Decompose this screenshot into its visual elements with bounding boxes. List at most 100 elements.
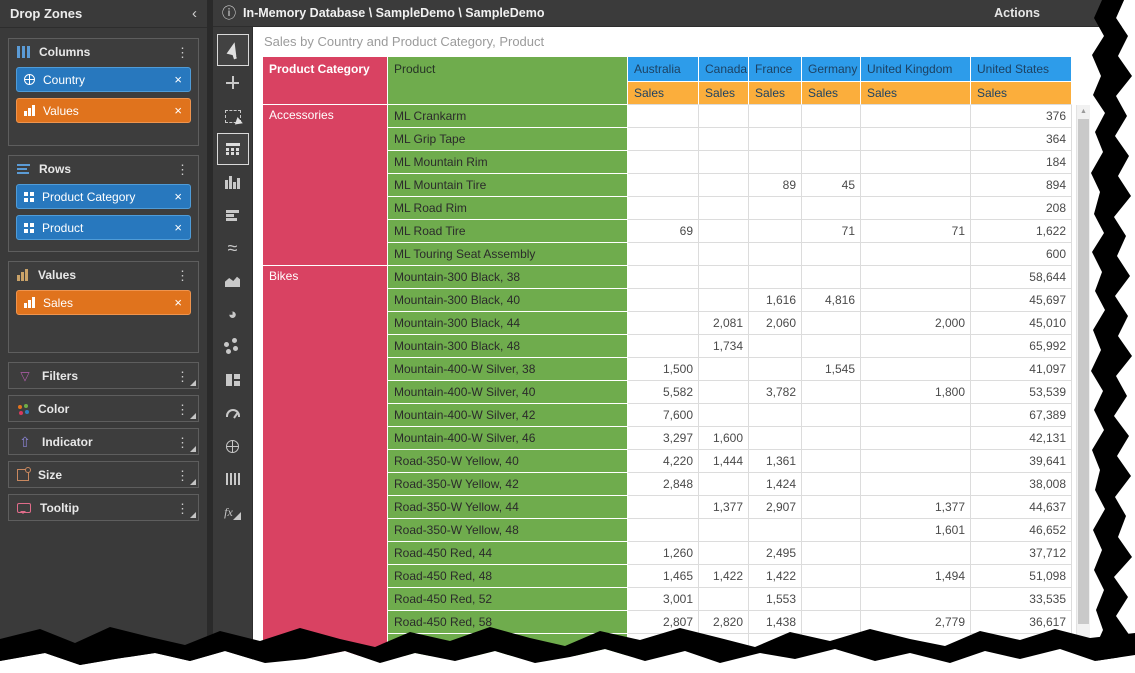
value-cell[interactable] <box>802 496 861 519</box>
value-cell[interactable]: 1,800 <box>861 381 971 404</box>
value-cell[interactable]: 39,641 <box>971 450 1072 473</box>
column-header-united-states[interactable]: United States <box>971 57 1072 82</box>
value-cell[interactable] <box>628 197 699 220</box>
value-cell[interactable]: 2,081 <box>699 312 749 335</box>
value-cell[interactable]: 2,060 <box>749 312 802 335</box>
value-cell[interactable]: 1,616 <box>749 289 802 312</box>
value-cell[interactable]: 38,008 <box>971 473 1072 496</box>
tool-gauge[interactable] <box>218 398 248 428</box>
tool-treemap[interactable] <box>218 365 248 395</box>
value-cell[interactable] <box>861 174 971 197</box>
value-cell[interactable]: 1,422 <box>749 565 802 588</box>
value-cell[interactable] <box>861 266 971 289</box>
product-cell[interactable]: Road-350-W Yellow, 48 <box>388 519 628 542</box>
value-cell[interactable] <box>699 243 749 266</box>
menu-icon[interactable]: ⋮ <box>176 368 189 384</box>
value-cell[interactable]: 1,361 <box>749 450 802 473</box>
value-cell[interactable] <box>802 427 861 450</box>
measure-header-canada[interactable]: Sales <box>699 82 749 105</box>
value-cell[interactable]: 3,297 <box>628 427 699 450</box>
product-cell[interactable]: ML Road Rim <box>388 197 628 220</box>
column-header-united-kingdom[interactable]: United Kingdom <box>861 57 971 82</box>
value-cell[interactable]: 600 <box>971 243 1072 266</box>
value-cell[interactable] <box>861 404 971 427</box>
collapse-panel-icon[interactable]: ‹ <box>192 5 197 22</box>
value-cell[interactable] <box>802 588 861 611</box>
value-cell[interactable] <box>749 519 802 542</box>
value-cell[interactable] <box>628 243 699 266</box>
value-cell[interactable] <box>699 289 749 312</box>
value-cell[interactable] <box>699 128 749 151</box>
row-header-product-category[interactable]: Product Category <box>263 57 388 105</box>
close-icon[interactable]: × <box>174 220 182 235</box>
value-cell[interactable]: 2,807 <box>628 611 699 634</box>
value-cell[interactable] <box>861 105 971 128</box>
value-cell[interactable]: 2,000 <box>861 312 971 335</box>
product-cell[interactable]: Mountain-300 Black, 40 <box>388 289 628 312</box>
category-cell-bikes[interactable]: Bikes <box>263 266 388 657</box>
category-cell-accessories[interactable]: Accessories <box>263 105 388 266</box>
value-cell[interactable] <box>861 427 971 450</box>
measure-header-united-kingdom[interactable]: Sales <box>861 82 971 105</box>
product-cell[interactable]: Road-450 Red, 48 <box>388 565 628 588</box>
value-cell[interactable] <box>628 289 699 312</box>
value-cell[interactable] <box>699 174 749 197</box>
value-cell[interactable]: 1,260 <box>628 542 699 565</box>
value-cell[interactable]: 208 <box>971 197 1072 220</box>
value-cell[interactable]: 376 <box>971 105 1072 128</box>
tool-formula[interactable] <box>218 497 248 527</box>
value-cell[interactable]: 33,535 <box>971 588 1072 611</box>
value-cell[interactable]: 1,553 <box>749 588 802 611</box>
value-cell[interactable] <box>628 519 699 542</box>
value-cell[interactable] <box>749 335 802 358</box>
value-cell[interactable]: 1,422 <box>699 565 749 588</box>
value-cell[interactable] <box>628 496 699 519</box>
value-cell[interactable]: 1,545 <box>802 358 861 381</box>
product-cell[interactable]: Mountain-400-W Silver, 42 <box>388 404 628 427</box>
value-cell[interactable] <box>861 197 971 220</box>
value-cell[interactable] <box>802 542 861 565</box>
value-cell[interactable] <box>802 312 861 335</box>
value-cell[interactable]: 1,438 <box>749 611 802 634</box>
close-icon[interactable]: × <box>174 103 182 118</box>
value-cell[interactable]: 67,389 <box>971 404 1072 427</box>
value-cell[interactable] <box>971 634 1072 657</box>
value-cell[interactable]: 3,782 <box>749 381 802 404</box>
product-cell[interactable]: Mountain-400-W Silver, 40 <box>388 381 628 404</box>
value-cell[interactable] <box>699 542 749 565</box>
value-cell[interactable]: 36,617 <box>971 611 1072 634</box>
value-cell[interactable]: 894 <box>971 174 1072 197</box>
product-cell[interactable]: Road-450 Red, 58 <box>388 611 628 634</box>
value-cell[interactable]: 7,600 <box>628 404 699 427</box>
value-cell[interactable]: 3,001 <box>628 588 699 611</box>
value-cell[interactable] <box>802 634 861 657</box>
product-cell[interactable]: Road-350-W Yellow, 40 <box>388 450 628 473</box>
value-cell[interactable] <box>802 381 861 404</box>
value-cell[interactable]: 41,097 <box>971 358 1072 381</box>
menu-icon[interactable]: ⋮ <box>176 401 189 417</box>
value-cell[interactable]: 37,712 <box>971 542 1072 565</box>
product-cell[interactable]: Road-350-W Yellow, 44 <box>388 496 628 519</box>
value-cell[interactable] <box>699 404 749 427</box>
value-cell[interactable] <box>861 473 971 496</box>
menu-icon[interactable]: ⋮ <box>176 267 189 283</box>
value-cell[interactable]: 53,539 <box>971 381 1072 404</box>
product-cell[interactable] <box>388 634 628 657</box>
value-cell[interactable] <box>699 634 749 657</box>
value-cell[interactable]: 1,600 <box>699 427 749 450</box>
menu-icon[interactable]: ⋮ <box>176 500 189 516</box>
value-cell[interactable] <box>802 335 861 358</box>
vertical-scrollbar[interactable]: ▲ <box>1076 105 1090 673</box>
value-cell[interactable] <box>628 128 699 151</box>
value-cell[interactable] <box>802 105 861 128</box>
value-cell[interactable]: 1,444 <box>699 450 749 473</box>
product-cell[interactable]: ML Mountain Rim <box>388 151 628 174</box>
value-cell[interactable]: 71 <box>802 220 861 243</box>
value-cell[interactable]: 46,652 <box>971 519 1072 542</box>
value-cell[interactable]: 2,779 <box>861 611 971 634</box>
product-cell[interactable]: ML Crankarm <box>388 105 628 128</box>
chip-product-category[interactable]: Product Category × <box>16 184 191 209</box>
chip-product[interactable]: Product × <box>16 215 191 240</box>
product-cell[interactable]: Mountain-400-W Silver, 46 <box>388 427 628 450</box>
value-cell[interactable] <box>699 588 749 611</box>
